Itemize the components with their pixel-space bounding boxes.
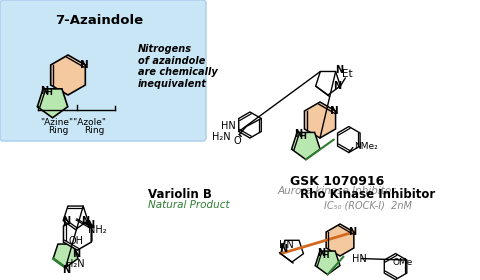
Text: "Azine""Azole": "Azine""Azole" <box>40 118 106 127</box>
Polygon shape <box>326 224 354 256</box>
Text: O: O <box>234 136 241 146</box>
Text: Natural Product: Natural Product <box>148 200 229 210</box>
Polygon shape <box>304 102 336 138</box>
Polygon shape <box>291 132 320 160</box>
Polygon shape <box>239 112 261 138</box>
Text: N: N <box>72 249 80 259</box>
Polygon shape <box>37 89 68 118</box>
Text: H: H <box>46 88 53 97</box>
Polygon shape <box>63 206 88 230</box>
Text: Variolin B: Variolin B <box>148 188 212 201</box>
Text: N: N <box>62 265 71 275</box>
Polygon shape <box>281 240 303 262</box>
Text: 7-Azaindole: 7-Azaindole <box>55 14 143 27</box>
Text: N: N <box>348 227 356 237</box>
Text: N: N <box>336 66 344 76</box>
Text: N: N <box>40 86 48 96</box>
Text: NH₂: NH₂ <box>87 225 106 235</box>
Text: Rho Kinase Inhibitor: Rho Kinase Inhibitor <box>300 188 436 201</box>
Text: N: N <box>294 129 302 139</box>
Text: Ring: Ring <box>48 126 68 135</box>
Polygon shape <box>53 244 78 268</box>
Text: Et: Et <box>342 69 353 79</box>
Text: N: N <box>62 216 70 226</box>
Text: N: N <box>80 60 89 70</box>
Text: IC₅₀ (ROCK-I)  2nM: IC₅₀ (ROCK-I) 2nM <box>324 200 412 210</box>
Text: N: N <box>317 248 325 258</box>
Text: H: H <box>300 132 306 141</box>
Polygon shape <box>315 251 340 275</box>
Polygon shape <box>63 218 91 250</box>
Polygon shape <box>384 254 407 279</box>
Text: N: N <box>333 81 341 91</box>
Text: HN: HN <box>351 254 366 263</box>
Text: GSK 1070916: GSK 1070916 <box>290 175 384 188</box>
Text: H₂N: H₂N <box>66 259 84 269</box>
Text: OMe: OMe <box>392 258 413 267</box>
Text: Ring: Ring <box>84 126 105 135</box>
Text: H: H <box>323 251 329 260</box>
Text: N: N <box>86 220 94 230</box>
Text: H₂N: H₂N <box>212 132 230 141</box>
Text: N: N <box>279 244 288 254</box>
Text: NMe₂: NMe₂ <box>354 142 378 151</box>
Text: Nitrogens
of azaindole
are chemically
inequivalent: Nitrogens of azaindole are chemically in… <box>138 44 218 89</box>
Text: Aurora kinase Inhibitor: Aurora kinase Inhibitor <box>278 186 396 196</box>
Polygon shape <box>337 127 360 153</box>
Text: HN: HN <box>220 120 235 130</box>
Polygon shape <box>316 71 340 95</box>
Text: HN: HN <box>279 240 294 250</box>
Polygon shape <box>51 55 85 95</box>
Text: N: N <box>330 106 339 116</box>
Polygon shape <box>64 217 92 249</box>
Text: OH: OH <box>69 236 84 246</box>
Text: N: N <box>81 216 89 226</box>
FancyBboxPatch shape <box>0 0 206 141</box>
